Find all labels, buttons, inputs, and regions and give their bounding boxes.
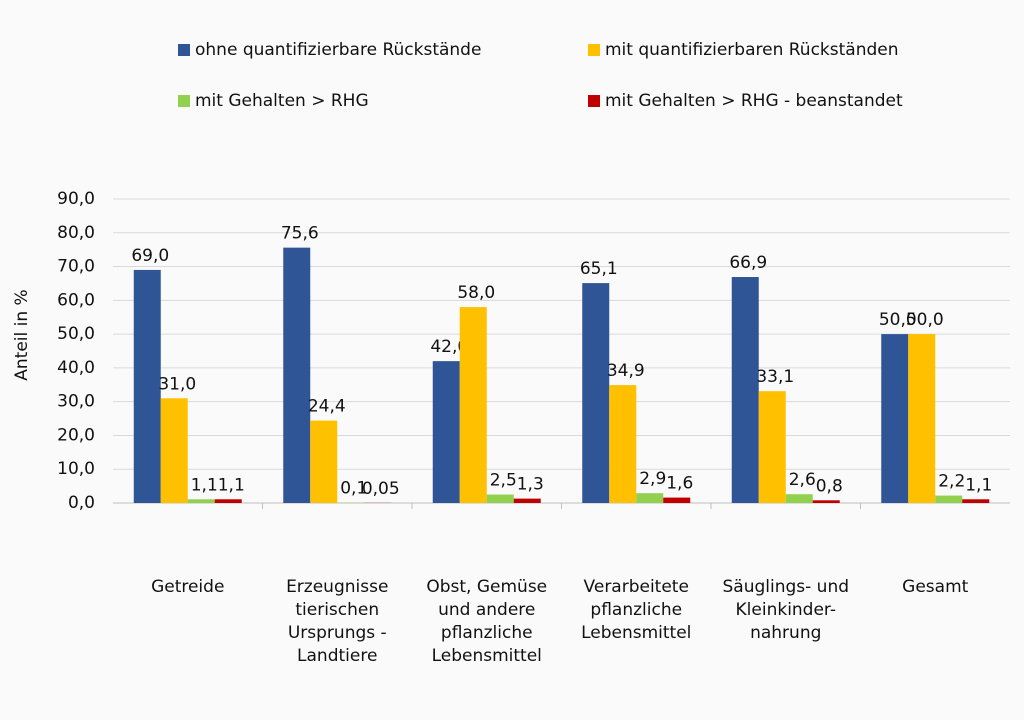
bar (881, 334, 909, 503)
legend-label: ohne quantifizierbare Rückstände (195, 40, 481, 60)
value-label: 34,9 (607, 361, 645, 381)
value-label: 58,0 (457, 283, 495, 303)
value-label: 0,05 (362, 479, 400, 499)
value-label: 42,0 (430, 337, 468, 357)
legend-swatch (588, 44, 600, 56)
x-tick-label: und andere (438, 600, 535, 620)
x-tick-label: Kleinkinder- (736, 600, 836, 620)
value-label: 33,1 (756, 367, 794, 387)
x-tick-label: Getreide (151, 577, 224, 597)
value-label: 69,0 (131, 246, 169, 266)
bar (908, 334, 936, 503)
x-tick-label: pflanzliche (441, 623, 533, 643)
x-tick-label: Lebensmittel (432, 646, 542, 666)
value-label: 65,1 (580, 259, 618, 279)
value-label: 50,0 (879, 310, 917, 330)
bar (582, 283, 610, 503)
bar (214, 499, 242, 503)
value-label: 66,9 (729, 253, 767, 273)
x-tick-label: pflanzliche (590, 600, 682, 620)
bar (812, 500, 840, 503)
y-tick-label: 70,0 (57, 257, 95, 277)
value-label: 0,1 (340, 479, 367, 499)
y-axis-label: Anteil in % (12, 289, 32, 380)
x-tick-label: nahrung (750, 623, 821, 643)
y-tick-label: 50,0 (57, 324, 95, 344)
bar (133, 269, 161, 503)
value-label: 1,1 (191, 475, 218, 495)
bar (663, 497, 691, 503)
bar (187, 499, 215, 503)
legend-swatch (588, 95, 600, 107)
value-label: 0,8 (816, 476, 843, 496)
y-tick-label: 10,0 (57, 459, 95, 479)
bar (160, 398, 188, 503)
bar (758, 391, 786, 503)
bar (310, 420, 338, 503)
y-tick-label: 60,0 (57, 290, 95, 310)
x-tick-label: Lebensmittel (581, 623, 691, 643)
x-tick-label: Verarbeitete (584, 577, 689, 597)
value-label: 2,5 (490, 471, 517, 491)
bar (486, 494, 514, 503)
x-tick-label: Erzeugnisse (286, 577, 388, 597)
x-tick-label: Säuglings- und (722, 577, 849, 597)
bar (636, 493, 664, 503)
value-label: 1,1 (965, 475, 992, 495)
bar (432, 361, 460, 503)
bar (513, 498, 541, 503)
bar (785, 494, 813, 503)
value-label: 1,3 (517, 475, 544, 495)
bar (283, 247, 311, 503)
y-tick-label: 20,0 (57, 425, 95, 445)
legend-label: mit quantifizierbaren Rückständen (605, 40, 899, 60)
value-label: 2,2 (938, 472, 965, 492)
bar (459, 307, 487, 503)
value-label: 31,0 (158, 374, 196, 394)
x-tick-label: Ursprungs - (288, 623, 387, 643)
y-tick-label: 80,0 (57, 223, 95, 243)
y-tick-label: 30,0 (57, 392, 95, 412)
y-tick-label: 90,0 (57, 189, 95, 209)
value-label: 1,1 (218, 475, 245, 495)
value-label: 2,9 (639, 469, 666, 489)
bar (731, 277, 759, 503)
legend-label: mit Gehalten > RHG - beanstandet (605, 91, 903, 111)
x-tick-label: Obst, Gemüse (426, 577, 547, 597)
legend-label: mit Gehalten > RHG (195, 91, 369, 111)
value-label: 50,0 (906, 310, 944, 330)
y-tick-label: 40,0 (57, 358, 95, 378)
legend-swatch (178, 95, 190, 107)
value-label: 75,6 (281, 224, 319, 244)
y-tick-label: 0,0 (68, 493, 95, 513)
x-tick-label: Gesamt (902, 577, 968, 597)
bar (962, 499, 990, 503)
legend-swatch (178, 44, 190, 56)
bar (609, 385, 637, 503)
x-tick-label: tierischen (295, 600, 379, 620)
bar (935, 495, 963, 503)
value-label: 2,6 (789, 470, 816, 490)
value-label: 1,6 (666, 474, 693, 494)
value-label: 24,4 (308, 397, 346, 417)
x-tick-label: Landtiere (297, 646, 377, 666)
